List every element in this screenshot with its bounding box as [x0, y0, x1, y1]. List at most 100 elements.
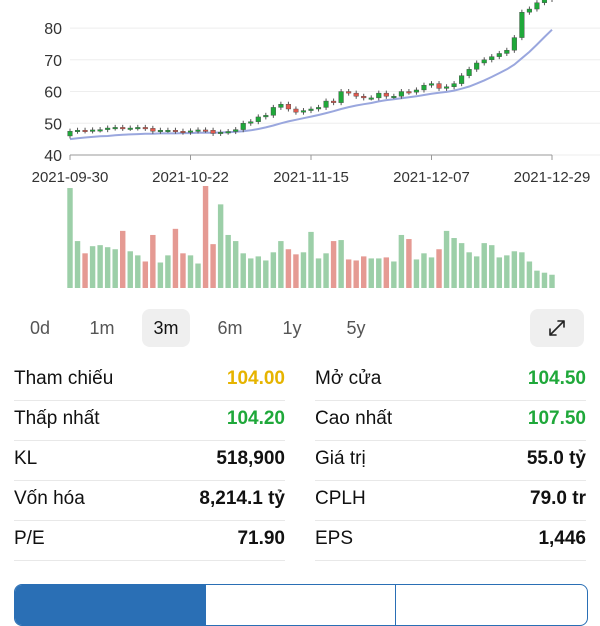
stat-market-cap: Vốn hóa 8,214.1 tỷ	[14, 480, 285, 521]
volume-bar	[217, 204, 224, 288]
volume-bar	[67, 188, 73, 288]
bottom-tab-1[interactable]	[15, 585, 205, 625]
candle	[534, 2, 540, 10]
candle	[74, 130, 81, 132]
candle	[67, 131, 73, 137]
volume-bar	[338, 240, 344, 288]
volume-bar	[270, 252, 277, 288]
volume-bar	[345, 259, 352, 288]
candle	[444, 86, 450, 89]
volume-bar	[330, 241, 337, 288]
volume-bar	[353, 260, 359, 288]
candle	[383, 92, 389, 97]
candle	[459, 75, 465, 84]
candle	[421, 84, 427, 91]
candle	[300, 110, 307, 113]
x-tick-label: 2021-11-15	[273, 169, 349, 186]
stat-label: Cao nhất	[315, 408, 393, 429]
volume-bar	[511, 251, 518, 288]
candle	[82, 130, 88, 132]
candle	[127, 127, 133, 130]
candle	[474, 62, 480, 70]
volume-bar	[436, 249, 442, 288]
volume-bar	[255, 256, 261, 288]
volume-bar	[240, 253, 246, 288]
range-5y[interactable]: 5y	[346, 318, 366, 338]
expand-chart-button[interactable]	[530, 309, 584, 347]
bottom-tab-3[interactable]	[395, 585, 587, 625]
y-tick-label: 40	[44, 148, 62, 165]
stat-shares-outstanding: CPLH 79.0 tr	[315, 480, 586, 521]
candle	[323, 100, 329, 108]
stat-high-price: Cao nhất 107.50	[315, 400, 586, 441]
volume-bar	[526, 261, 533, 288]
volume-bar	[496, 257, 502, 288]
volume-bar	[180, 253, 186, 288]
candle	[203, 129, 209, 132]
stat-label: KL	[14, 448, 38, 469]
volume-bar	[187, 255, 194, 288]
stat-value: 1,446	[538, 528, 586, 549]
volume-bar	[323, 253, 329, 288]
range-6m[interactable]: 6m	[217, 318, 243, 338]
stat-label: Vốn hóa	[14, 488, 85, 509]
moving-average-line	[69, 28, 553, 141]
x-tick-label: 2021-12-07	[393, 169, 470, 186]
volume-bar	[127, 251, 133, 288]
stat-label: P/E	[14, 528, 45, 549]
price-volume-chart[interactable]: 40 50 60 70 80 2021-09-30 2021-10-22 2021-11-15…	[0, 0, 600, 295]
stats-row: Vốn hóa 8,214.1 tỷ CPLH 79.0 tr	[14, 480, 586, 521]
bottom-tab-2[interactable]	[205, 585, 396, 625]
stat-eps: EPS 1,446	[315, 520, 586, 561]
candle	[195, 129, 201, 132]
x-tick-label: 2021-10-22	[152, 169, 229, 186]
stat-pe: P/E 71.90	[14, 520, 285, 561]
candle	[526, 8, 532, 13]
volume-bar	[413, 259, 420, 288]
range-selector: 0d 1m 3m 6m 1y 5y	[14, 309, 586, 347]
volume-bar	[120, 230, 126, 288]
candle	[511, 37, 517, 51]
candle	[90, 129, 96, 132]
candle	[361, 96, 367, 99]
candle	[120, 127, 126, 130]
stats-row: KL 518,900 Giá trị 55.0 tỷ	[14, 440, 586, 481]
stat-value-traded: Giá trị 55.0 tỷ	[315, 440, 586, 481]
candle	[180, 131, 186, 133]
volume-bar	[398, 234, 405, 288]
candle	[112, 127, 118, 130]
candle	[489, 56, 495, 61]
candle	[519, 12, 525, 38]
range-1m[interactable]: 1m	[89, 318, 115, 338]
volume-bar	[458, 243, 465, 288]
range-3m[interactable]: 3m	[142, 309, 190, 347]
volume-bar	[541, 272, 548, 288]
volume-bar	[278, 241, 284, 288]
volume-bar	[104, 247, 111, 288]
volume-bar	[406, 239, 412, 288]
volume-bar	[300, 252, 307, 288]
stats-row: Tham chiếu 104.00 Mở cửa 104.50	[14, 360, 586, 401]
stats-row: Thấp nhất 104.20 Cao nhất 107.50	[14, 400, 586, 441]
volume-bar	[112, 249, 118, 288]
volume-bar	[368, 258, 374, 288]
candle	[255, 116, 261, 122]
volume-bar	[428, 257, 435, 288]
stat-reference-price: Tham chiếu 104.00	[14, 360, 285, 401]
candle	[210, 130, 216, 134]
candle	[413, 89, 419, 93]
candle	[308, 108, 314, 111]
candle	[481, 59, 487, 64]
candle	[97, 129, 103, 132]
range-0d[interactable]: 0d	[29, 318, 51, 338]
stat-value: 71.90	[237, 528, 285, 549]
volume-bar	[361, 256, 367, 288]
candle	[466, 69, 472, 76]
candle	[278, 104, 284, 108]
stat-label: Giá trị	[315, 448, 366, 469]
range-1y[interactable]: 1y	[282, 318, 302, 338]
y-tick-label: 60	[44, 85, 62, 102]
stat-value: 55.0 tỷ	[526, 448, 586, 469]
volume-bar	[383, 257, 390, 288]
volume-bar	[202, 186, 209, 288]
